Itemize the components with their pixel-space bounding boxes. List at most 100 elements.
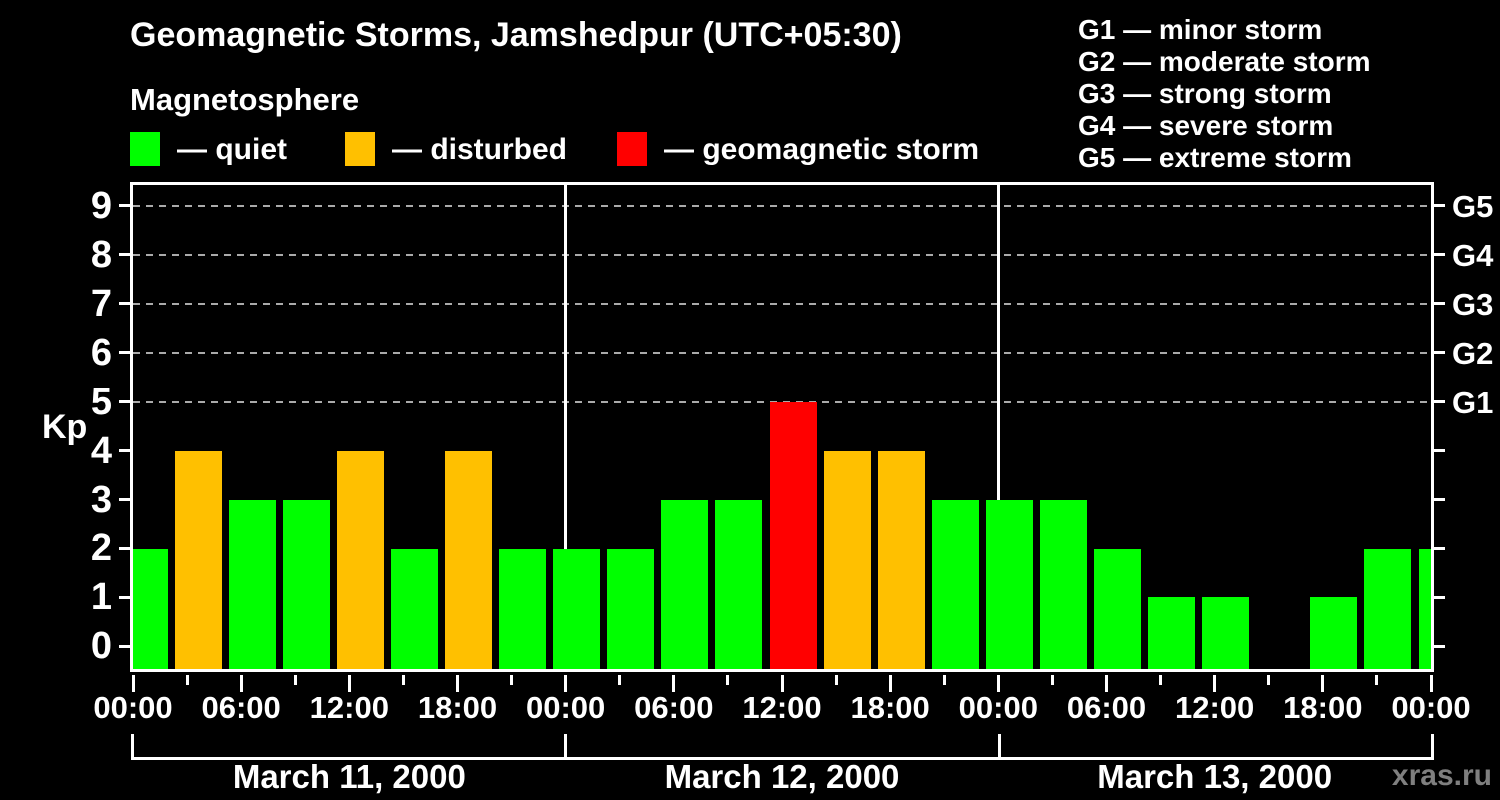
x-axis-tick-major (456, 675, 459, 692)
x-axis-time-label: 06:00 (634, 690, 714, 725)
kp-bar (133, 548, 168, 669)
x-axis-tick-major (564, 675, 568, 692)
plot-area (130, 182, 1434, 672)
watermark: xras.ru (1391, 759, 1492, 792)
g-axis-label: G2 (1452, 335, 1494, 371)
x-axis-time-label: 12:00 (1175, 690, 1255, 725)
x-axis-tick-major (1321, 675, 1325, 692)
kp-bar (769, 401, 817, 669)
y-axis-tick-left (119, 546, 130, 550)
x-axis-tick-major (1213, 675, 1217, 692)
kp-bar (985, 499, 1033, 669)
x-axis-tick-minor (401, 675, 405, 685)
y-axis-title: Kp (42, 408, 88, 446)
g-scale-legend-line: G2 — moderate storm (1078, 46, 1371, 77)
day-boundary-line (996, 185, 1000, 669)
x-axis-tick-major (239, 675, 243, 692)
y-axis-tick-right (1434, 351, 1445, 355)
x-axis-time-label: 06:00 (1066, 690, 1147, 725)
kp-bar (1364, 548, 1412, 669)
y-axis-tick-left (119, 253, 130, 257)
x-axis-tick-minor (834, 675, 838, 685)
y-axis-tick-right (1434, 204, 1445, 208)
date-bracket-tick (1431, 734, 1434, 760)
x-axis-tick-minor (618, 675, 622, 685)
x-axis-tick-major (888, 675, 892, 692)
x-axis-tick-minor (510, 675, 514, 685)
x-axis-tick-minor (726, 675, 730, 685)
legend-swatch-quiet (130, 132, 160, 166)
x-axis-tick-major (1429, 675, 1433, 692)
kp-bar (336, 450, 384, 669)
legend-swatch-disturbed (345, 132, 375, 166)
legend-label-disturbed: — disturbed (392, 133, 568, 166)
y-axis-tick-right (1434, 449, 1445, 452)
kp-bar (607, 548, 655, 669)
y-axis-tick-right (1434, 253, 1445, 257)
y-axis-tick-left (119, 400, 130, 404)
y-axis-label: 3 (90, 478, 112, 521)
kp-bar (823, 450, 871, 669)
kp-bar (174, 450, 222, 669)
kp-bar (553, 548, 601, 669)
page-title: Geomagnetic Storms, Jamshedpur (UTC+05:3… (130, 16, 902, 54)
y-axis-tick-left (119, 204, 130, 208)
x-axis-tick-major (780, 675, 784, 692)
x-axis-time-label: 00:00 (93, 690, 173, 725)
y-axis-label: 7 (90, 282, 112, 325)
kp-bar (1418, 548, 1431, 669)
y-axis-label: 9 (90, 184, 112, 227)
x-axis-tick-major (996, 675, 1000, 692)
date-label: March 11, 2000 (232, 758, 466, 795)
x-axis-time-label: 18:00 (417, 690, 498, 725)
kp-bar (661, 499, 709, 669)
x-axis-time-label: 00:00 (526, 690, 606, 725)
legend-swatch-storm (617, 132, 647, 166)
legend-heading: Magnetosphere (130, 82, 360, 117)
legend-label-storm: — geomagnetic storm (664, 133, 980, 166)
y-axis-tick-left (119, 302, 130, 306)
date-label: March 12, 2000 (664, 758, 900, 795)
date-bracket-tick (997, 734, 1001, 760)
x-axis-time-label: 12:00 (742, 690, 822, 725)
date-label: March 13, 2000 (1097, 758, 1333, 795)
x-axis-time-label: 18:00 (850, 690, 930, 725)
x-axis-time-label: 00:00 (1391, 690, 1471, 725)
gridline-kp-9 (133, 204, 1431, 207)
y-axis-label: 6 (90, 331, 112, 374)
legend-label-quiet: — quiet (177, 133, 287, 166)
g-axis-label: G5 (1452, 188, 1494, 224)
y-axis-tick-right (1434, 546, 1445, 550)
kp-bar (499, 548, 547, 669)
x-axis-time-label: 00:00 (958, 690, 1038, 725)
y-axis-label: 4 (90, 429, 112, 472)
x-axis-tick-major (1105, 675, 1108, 692)
gridline-kp-8 (133, 253, 1431, 256)
g-scale-legend-line: G4 — severe storm (1078, 110, 1334, 141)
kp-bar (877, 450, 925, 669)
date-bracket-tick (564, 734, 568, 760)
kp-bar (228, 499, 276, 669)
y-axis-tick-right (1434, 644, 1445, 648)
kp-bar (1202, 597, 1250, 669)
y-axis-label: 1 (90, 576, 112, 619)
day-boundary-line (564, 185, 568, 669)
x-axis-tick-minor (942, 675, 946, 685)
y-axis-label: 0 (90, 625, 112, 668)
x-axis-tick-major (131, 675, 135, 692)
g-scale-legend-line: G3 — strong storm (1078, 78, 1332, 109)
y-axis-tick-right (1434, 400, 1445, 404)
kp-bar (445, 450, 492, 669)
y-axis-tick-right (1434, 498, 1445, 501)
kp-bar (931, 499, 979, 669)
x-axis-tick-major (347, 675, 351, 692)
x-axis-tick-minor (293, 675, 297, 685)
date-bracket-tick (131, 734, 134, 760)
g-axis-label: G1 (1452, 384, 1494, 420)
gridline-kp-5 (133, 400, 1431, 403)
kp-bar (715, 499, 763, 669)
kp-bar (1310, 597, 1358, 669)
x-axis-tick-minor (1159, 675, 1163, 685)
g-axis-label: G3 (1452, 286, 1494, 322)
